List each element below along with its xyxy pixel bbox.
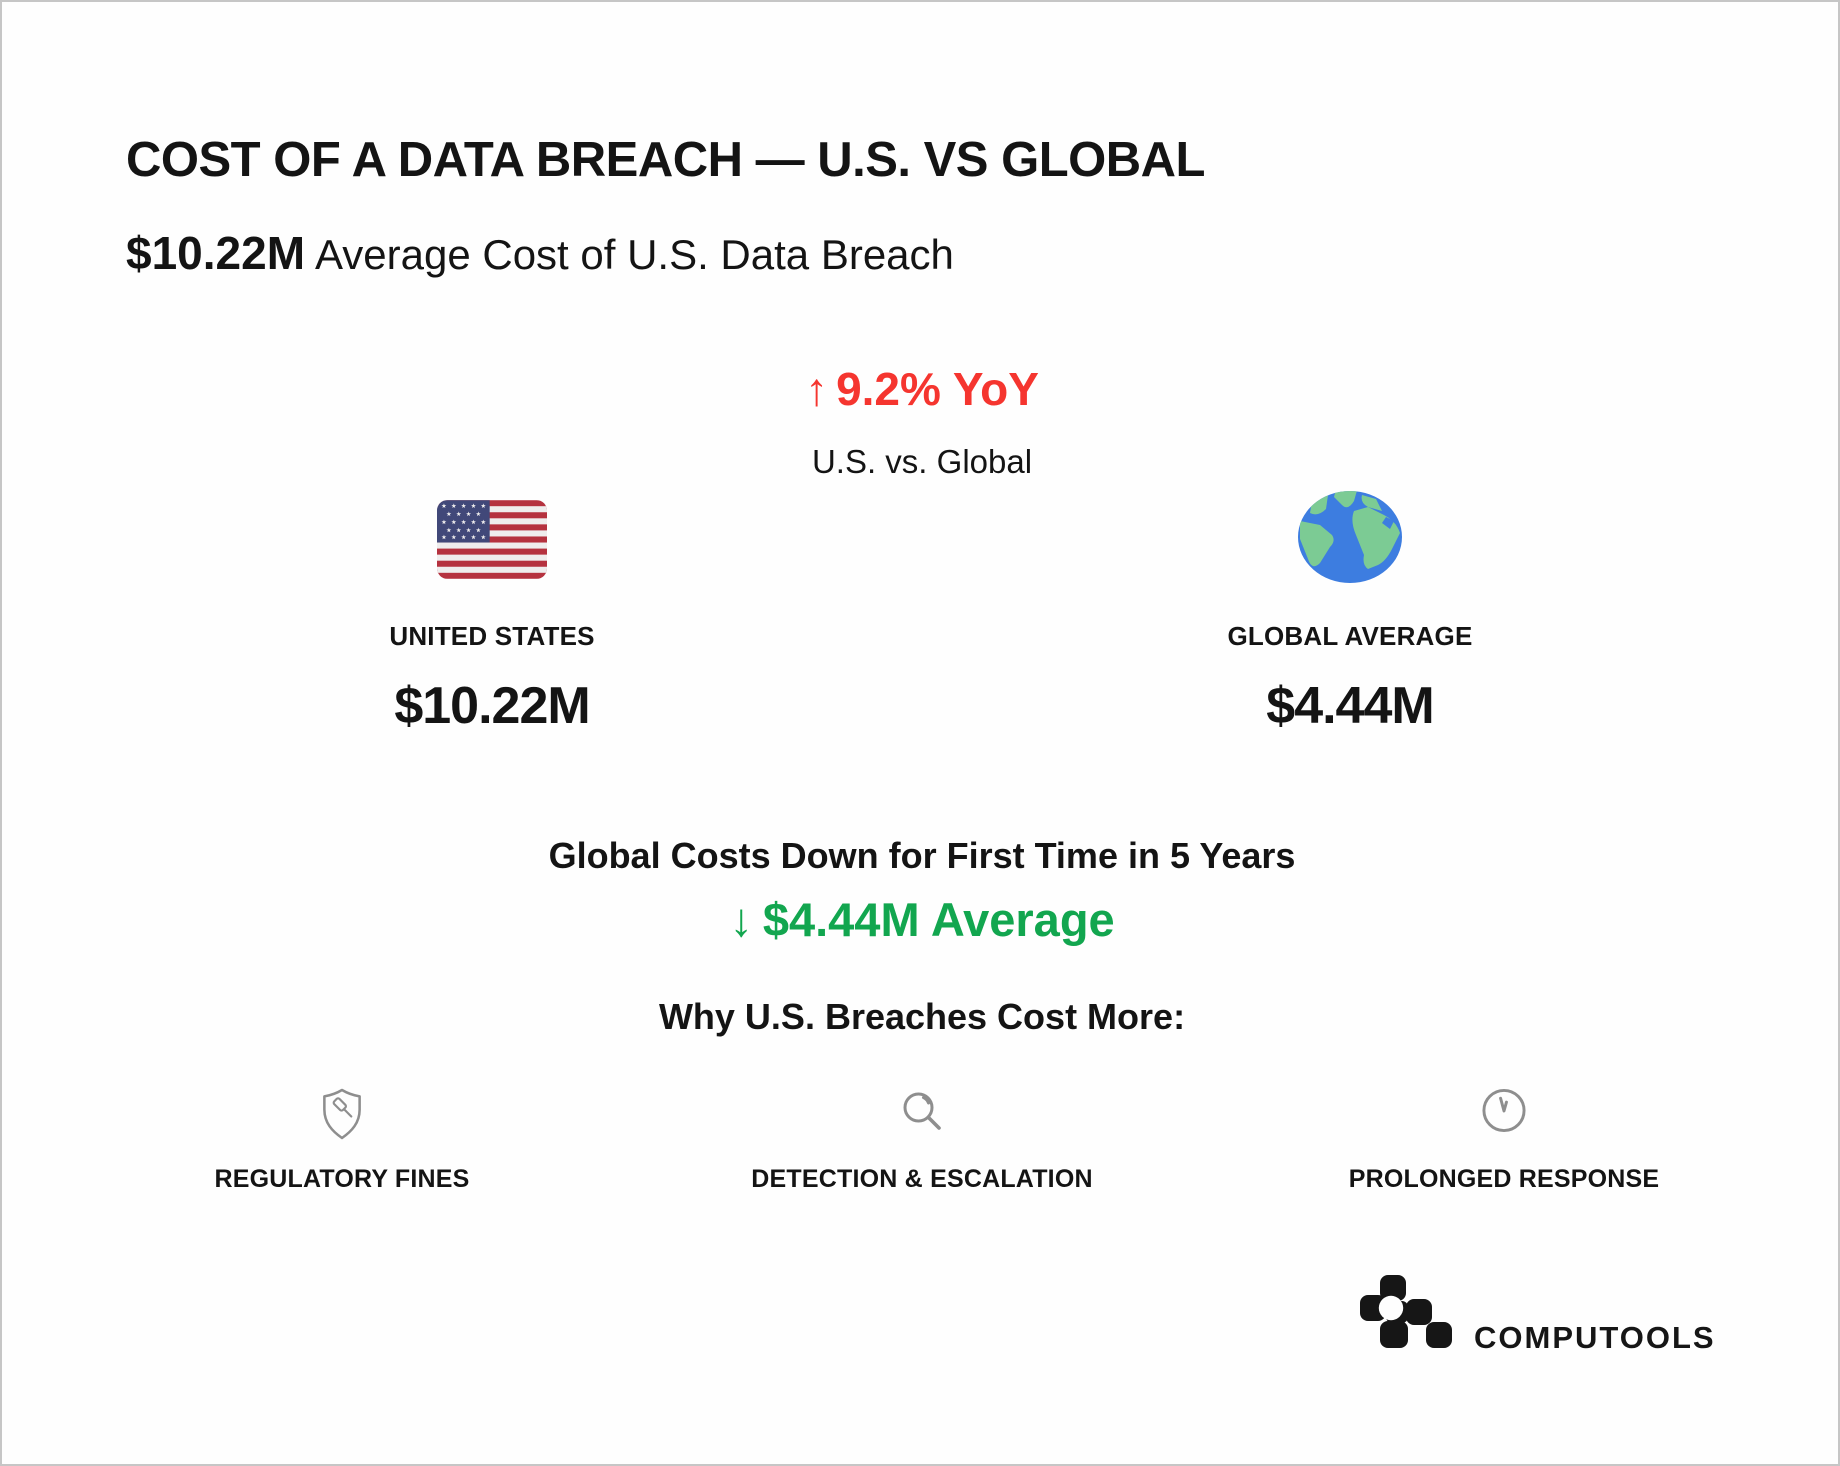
us-label: UNITED STATES [389,621,595,651]
reasons-heading: Why U.S. Breaches Cost More: [658,996,1186,1037]
global-value: $4.44M [1266,677,1434,735]
subtitle-text: Average Cost of U.S. Data Breach [315,231,954,278]
computools-logo-icon [1360,1275,1452,1349]
shield-gavel-icon [319,1087,366,1142]
page-subtitle: $10.22M Average Cost of U.S. Data Breach [126,226,954,280]
us-flag-icon [437,500,547,579]
yoy-change: ↑ 9.2% YoY [805,362,1039,416]
global-average-value: $4.44M Average [762,893,1115,946]
reason-label-regulatory-fines: REGULATORY FINES [214,1165,470,1193]
reason-label-prolonged-response: PROLONGED RESPONSE [1348,1165,1660,1193]
reason-label-detection-escalation: DETECTION & ESCALATION [751,1165,1093,1193]
global-label: GLOBAL AVERAGE [1227,621,1473,651]
down-arrow-icon: ↓ [729,893,753,946]
global-average-highlight: ↓ $4.44M Average [729,892,1114,947]
comparison-caption: U.S. vs. Global [811,443,1033,480]
page-title: COST OF A DATA BREACH — U.S. VS GLOBAL [126,133,1205,187]
clock-icon [1481,1087,1528,1134]
brand-name: COMPUTOOLS [1474,1320,1716,1355]
global-trend-headline: Global Costs Down for First Time in 5 Ye… [548,835,1296,876]
yoy-value: 9.2% YoY [836,363,1039,415]
up-arrow-icon: ↑ [805,363,829,415]
globe-icon [1298,491,1402,583]
magnifier-icon [898,1087,946,1135]
subtitle-value: $10.22M [126,227,306,279]
us-value: $10.22M [394,677,590,735]
